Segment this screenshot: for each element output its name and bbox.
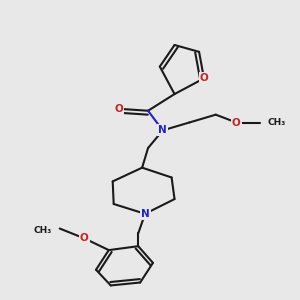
Text: N: N (158, 125, 167, 135)
Text: CH₃: CH₃ (34, 226, 52, 235)
Text: O: O (200, 74, 208, 83)
Text: O: O (232, 118, 241, 128)
Text: CH₃: CH₃ (268, 118, 286, 127)
Text: O: O (114, 104, 123, 114)
Text: O: O (80, 233, 88, 243)
Text: N: N (141, 209, 149, 219)
